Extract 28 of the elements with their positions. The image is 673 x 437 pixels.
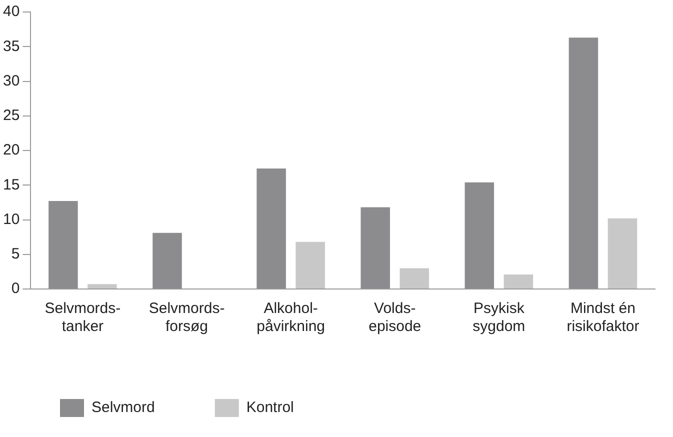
- bar: [88, 284, 117, 288]
- y-tick-label: 25: [2, 107, 20, 124]
- x-tick-label: Psykisk sygdom: [472, 300, 526, 336]
- bar: [608, 218, 638, 288]
- x-tick-label: Volds- episode: [368, 300, 422, 336]
- bar: [504, 274, 534, 288]
- x-tick-label: Mindst én risikofaktor: [566, 300, 640, 336]
- x-tick-label: Alkohol- påvirkning: [256, 300, 326, 336]
- legend-label: Selvmord: [92, 399, 155, 416]
- bar: [48, 201, 78, 288]
- x-tick-label: Selvmords- forsøg: [148, 300, 225, 336]
- legend-label: Kontrol: [246, 399, 294, 416]
- y-tick-label: 20: [2, 142, 20, 159]
- bar: [568, 38, 598, 288]
- y-tick-label: 30: [2, 72, 20, 90]
- bar: [464, 182, 494, 288]
- y-tick-label: 10: [2, 210, 20, 228]
- y-tick-label: 35: [2, 38, 20, 55]
- bar: [296, 242, 325, 288]
- y-tick-label: 40: [2, 3, 20, 20]
- bar: [360, 207, 390, 288]
- bar: [256, 168, 286, 288]
- bar: [152, 232, 182, 288]
- x-tick-label: Selvmords- tanker: [44, 300, 121, 336]
- y-tick-label: 15: [2, 176, 20, 194]
- y-tick-label: 5: [11, 246, 20, 263]
- bar: [400, 268, 430, 288]
- y-tick-label: 0: [11, 280, 20, 298]
